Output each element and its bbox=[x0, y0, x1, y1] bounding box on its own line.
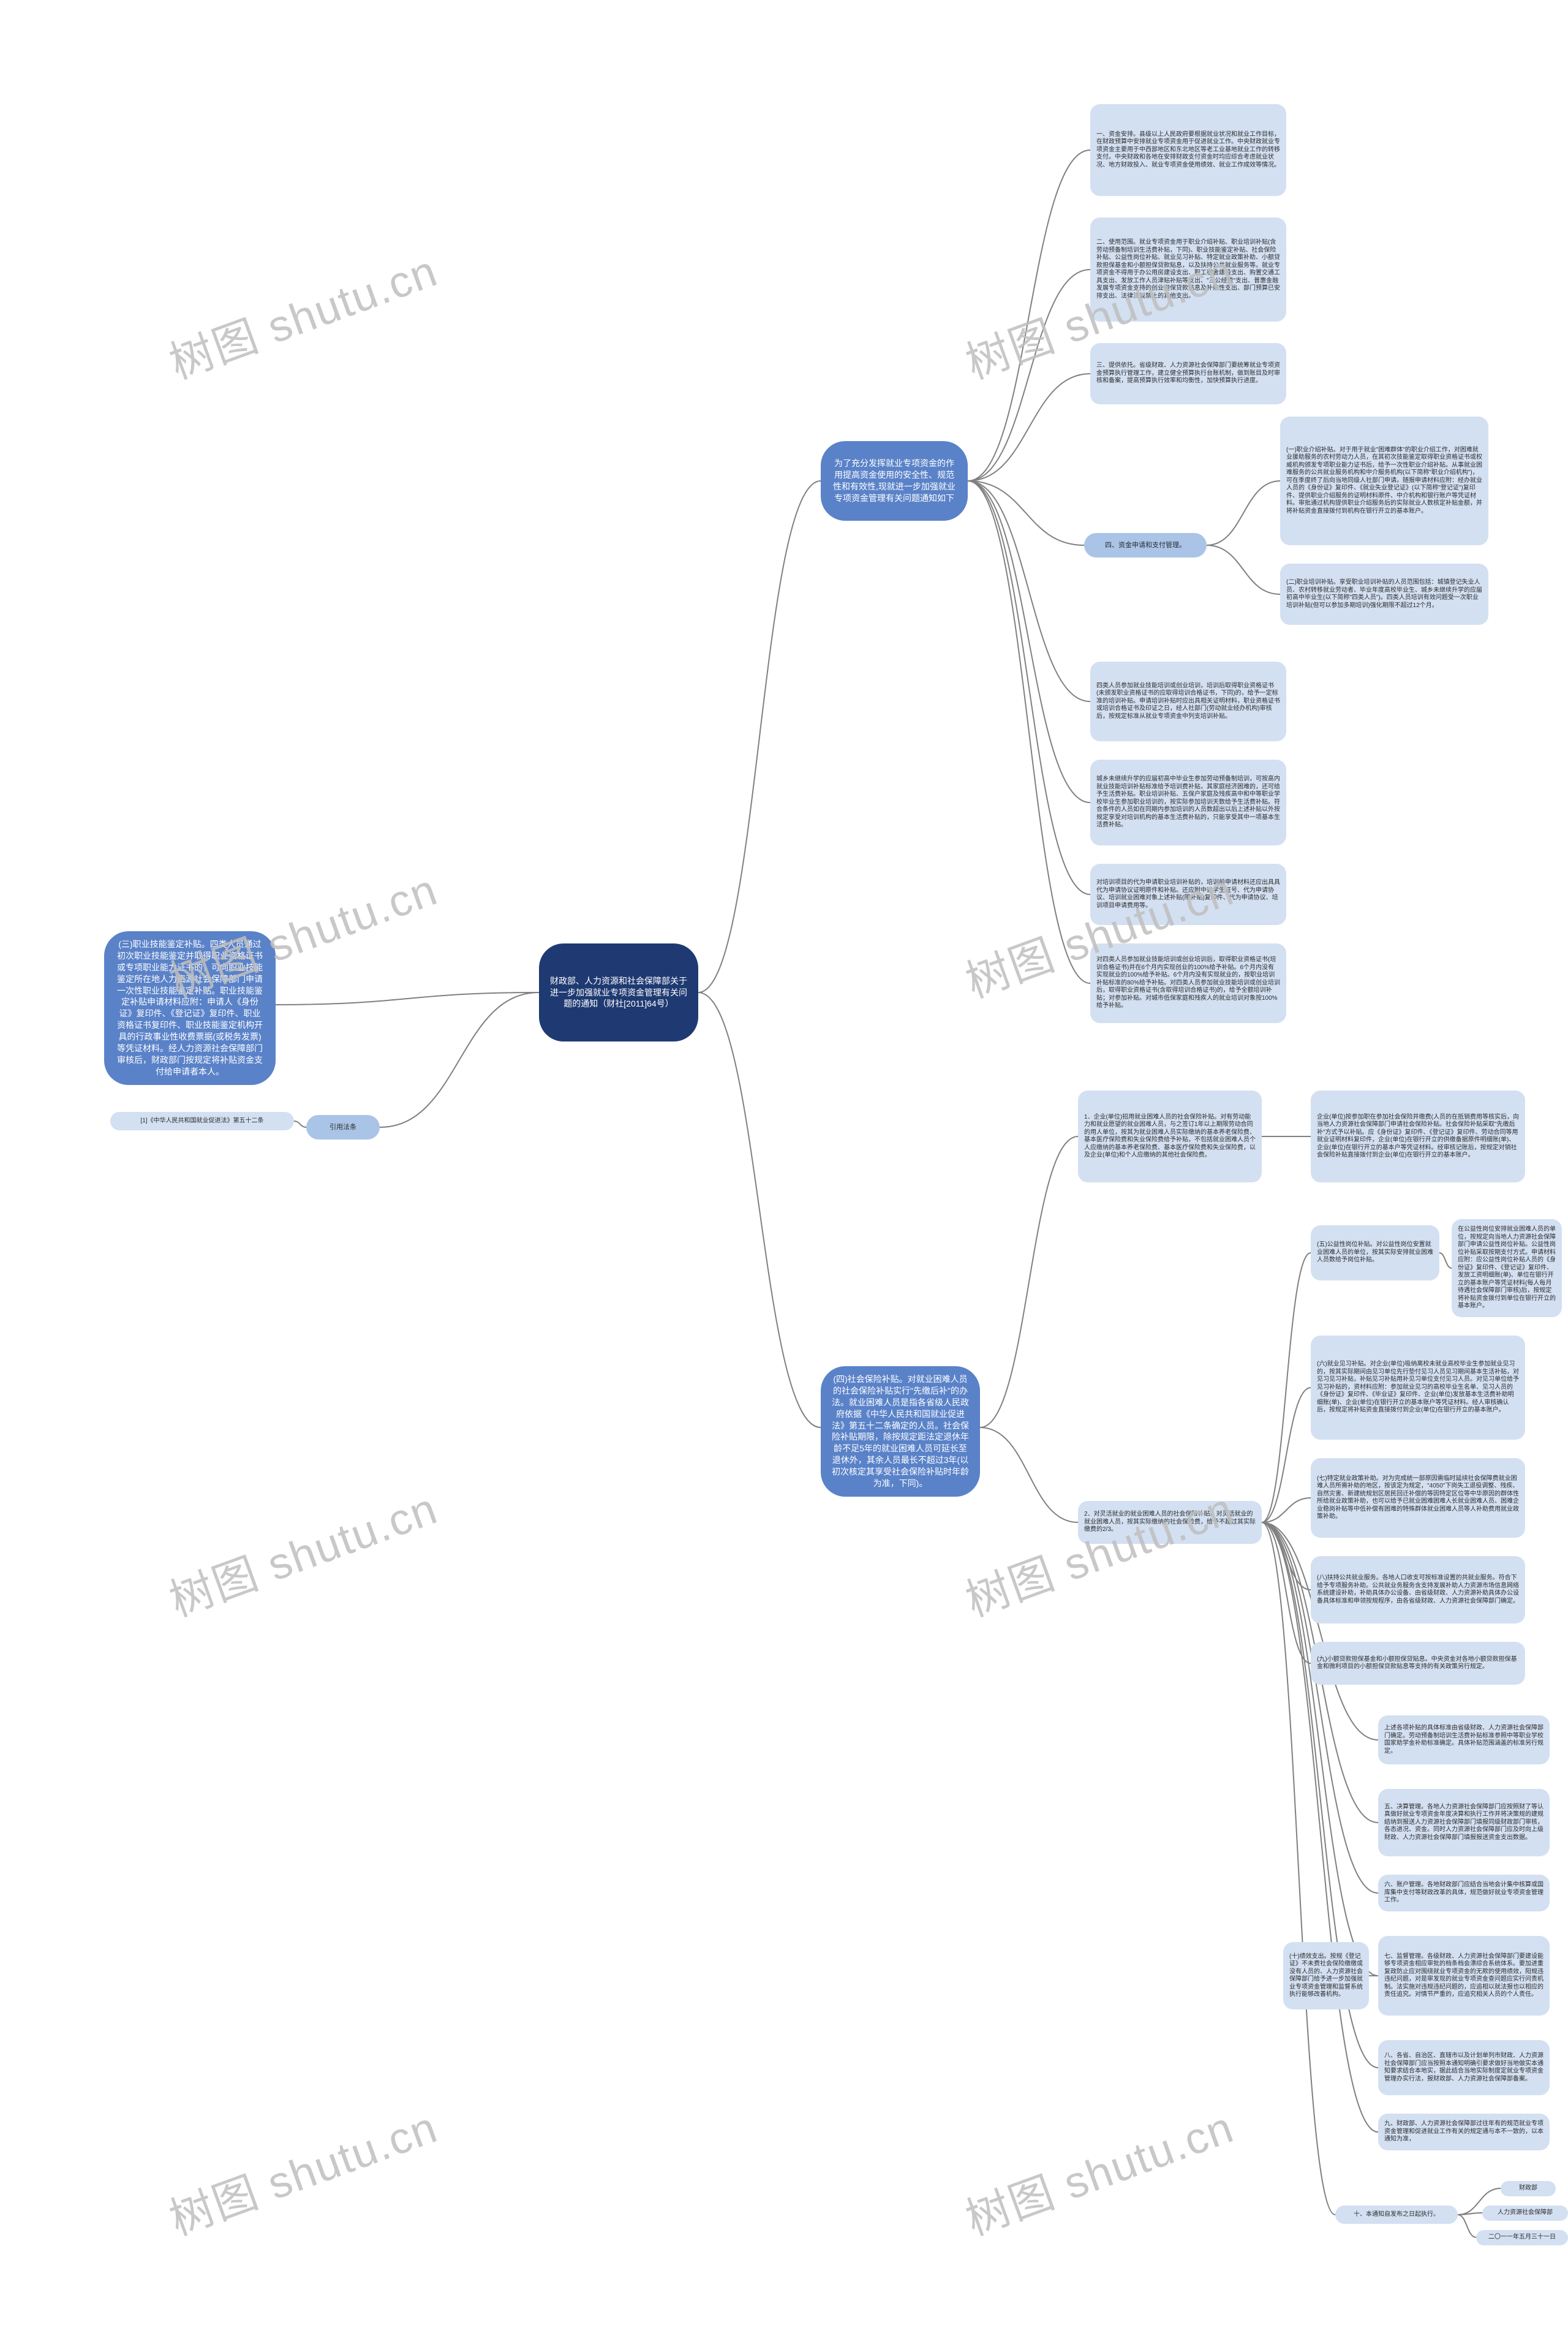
node-label: 对四类人员参加就业技能培训或创业培训后，取得职业资格证书(培训合格证书)并在6个… bbox=[1096, 956, 1280, 1010]
node-label: 三、提供依托。省级财政、人力资源社会保障部门要统筹就业专项资金预算执行管理工作，… bbox=[1096, 362, 1280, 385]
node-b4c1: [1]《中华人民共和国就业促进法》第五十二条 bbox=[110, 1112, 294, 1130]
node-b2c2k: 九、财政部、人力资源社会保障部过往年有的规范就业专项资金管理和促进就业工作有关的… bbox=[1378, 2114, 1550, 2150]
connector bbox=[980, 1427, 1078, 1522]
node-label: 九、财政部、人力资源社会保障部过往年有的规范就业专项资金管理和促进就业工作有关的… bbox=[1384, 2120, 1544, 2144]
node-root: 财政部、人力资源和社会保障部关于进一步加强就业专项资金管理有关问题的通知（财社[… bbox=[539, 943, 698, 1041]
node-label: 十、本通知自发布之日起执行。 bbox=[1354, 2211, 1439, 2219]
connector bbox=[1458, 2213, 1482, 2215]
node-label: 上述各项补贴的具体标准由省级财政、人力资源社会保障部门确定。劳动预备制培训生活费… bbox=[1384, 1725, 1544, 1755]
connector bbox=[380, 992, 539, 1127]
node-label: 企业(单位)按参加职在参加社会保险并缴费(人员的在抵销费用等核实后，向当地人力资… bbox=[1317, 1114, 1519, 1160]
connector bbox=[276, 992, 539, 1005]
node-label: 二、使用范围。就业专项资金用于职业介绍补贴、职业培训补贴(含劳动预备制培训生活费… bbox=[1096, 239, 1280, 300]
connector bbox=[1262, 1253, 1311, 1522]
node-b2c2b: (六)就业见习补贴。对企业(单位)吸纳离校未就业高校毕业生参加就业见习的，按其实… bbox=[1311, 1336, 1525, 1440]
node-b3: (三)职业技能鉴定补贴。四类人员通过初次职业技能鉴定并取得职业资格证书或专项职业… bbox=[104, 931, 276, 1085]
node-b2c2j: 八、各省、自治区、直辖市以及计划单列市财政、人力资源社会保障部门应当按照本通知明… bbox=[1378, 2040, 1550, 2095]
node-label: 五、决算管理。各地人力资源社会保障部门应按照财了等认真做好就业专项资金年度决算和… bbox=[1384, 1804, 1544, 1842]
node-label: 六、账户管理。各地财政部门应结合当地会计集中核算或国库集中支付等财政改革的具体，… bbox=[1384, 1881, 1544, 1905]
node-label: 财政部、人力资源和社会保障部关于进一步加强就业专项资金管理有关问题的通知（财社[… bbox=[550, 975, 687, 1010]
node-label: (一)职业介绍补贴。对于用于就业"困难群体"的职业介绍工作，对困难就业援助服务的… bbox=[1286, 447, 1482, 516]
node-b1c3: 三、提供依托。省级财政、人力资源社会保障部门要统筹就业专项资金预算执行管理工作，… bbox=[1090, 343, 1286, 404]
connector bbox=[1207, 545, 1280, 594]
node-sig1: 财政部 bbox=[1501, 2181, 1556, 2196]
node-label: 财政部 bbox=[1519, 2185, 1537, 2193]
node-sig3: 二〇一一年五月三十一日 bbox=[1476, 2230, 1568, 2245]
node-b2c2: 2．对灵活就业的就业困难人员的社会保险补贴。对灵活就业的就业困难人员，按其实际缴… bbox=[1078, 1501, 1262, 1544]
node-label: 八、各省、自治区、直辖市以及计划单列市财政、人力资源社会保障部门应当按照本通知明… bbox=[1384, 2052, 1544, 2083]
node-label: 城乡未继续升学的应届初高中毕业生参加劳动预备制培训，可按高内就业技能培训补贴标准… bbox=[1096, 776, 1280, 830]
connector bbox=[968, 374, 1090, 481]
node-label: 为了充分发挥就业专项资金的作用提高资金使用的安全性、规范性和有效性,现就进一步加… bbox=[832, 458, 957, 504]
node-b4: 引用法条 bbox=[306, 1115, 380, 1140]
node-b1c2: 二、使用范围。就业专项资金用于职业介绍补贴、职业培训补贴(含劳动预备制培训生活费… bbox=[1090, 217, 1286, 322]
node-b1: 为了充分发挥就业专项资金的作用提高资金使用的安全性、规范性和有效性,现就进一步加… bbox=[821, 441, 968, 521]
connector bbox=[968, 150, 1090, 481]
node-label: 引用法条 bbox=[330, 1123, 356, 1132]
node-b2c2a1: 在公益性岗位安排就业困难人员的单位，按规定向当地人力资源社会保障部门申请公益性岗… bbox=[1452, 1219, 1562, 1317]
mindmap-canvas: 财政部、人力资源和社会保障部关于进一步加强就业专项资金管理有关问题的通知（财社[… bbox=[0, 0, 1568, 2336]
node-label: (二)职业培训补贴。享受职业培训补贴的人员范围包括：城镇登记失业人员、农村转移就… bbox=[1286, 579, 1482, 610]
node-label: (九)小额贷款担保基金和小额担保贷贴息。中央资金对各地小额贷款担保基金和微利项目… bbox=[1317, 1656, 1519, 1671]
node-label: 四类人员参加就业技能培训或创业培训，培训后取得职业资格证书(未颁发职业资格证书的… bbox=[1096, 682, 1280, 721]
node-b2c1a: 企业(单位)按参加职在参加社会保险并缴费(人员的在抵销费用等核实后，向当地人力资… bbox=[1311, 1091, 1525, 1182]
node-b1c4: 四、资金申请和支付管理。 bbox=[1084, 533, 1207, 558]
node-label: 二〇一一年五月三十一日 bbox=[1488, 2234, 1556, 2242]
node-label: 一、资金安排。县级以上人民政府要根据就业状况和就业工作目标，在财政预算中安排就业… bbox=[1096, 131, 1280, 170]
connector bbox=[1262, 1498, 1311, 1522]
connector bbox=[968, 481, 1090, 894]
connector bbox=[980, 1136, 1078, 1427]
node-label: 2．对灵活就业的就业困难人员的社会保险补贴。对灵活就业的就业困难人员，按其实际缴… bbox=[1084, 1511, 1256, 1534]
node-b1c8: 对四类人员参加就业技能培训或创业培训后，取得职业资格证书(培训合格证书)并在6个… bbox=[1090, 943, 1286, 1023]
node-b1c4b: (二)职业培训补贴。享受职业培训补贴的人员范围包括：城镇登记失业人员、农村转移就… bbox=[1280, 564, 1488, 625]
node-b2c2l: 十、本通知自发布之日起执行。 bbox=[1335, 2206, 1458, 2224]
node-label: 人力资源社会保障部 bbox=[1498, 2209, 1553, 2217]
node-b1c7: 对培训项目的代为申请职业培训补贴的，培训前申请材料还应出具具代为申请协议证明原件… bbox=[1090, 864, 1286, 925]
node-b2: (四)社会保险补贴。对就业困难人员的社会保险补贴实行"先缴后补"的办法。就业困难… bbox=[821, 1366, 980, 1497]
connector bbox=[1207, 481, 1280, 545]
node-label: (四)社会保险补贴。对就业困难人员的社会保险补贴实行"先缴后补"的办法。就业困难… bbox=[832, 1374, 969, 1489]
node-label: 对培训项目的代为申请职业培训补贴的，培训前申请材料还应出具具代为申请协议证明原件… bbox=[1096, 879, 1280, 910]
connector bbox=[294, 1121, 306, 1127]
connector bbox=[968, 481, 1090, 983]
node-label: (七)特定就业政策补助。对为完成统一部原因需临时延续社会保障费就业困难人员所需补… bbox=[1317, 1475, 1519, 1521]
node-b1c6: 城乡未继续升学的应届初高中毕业生参加劳动预备制培训，可按高内就业技能培训补贴标准… bbox=[1090, 760, 1286, 845]
connector bbox=[968, 481, 1090, 701]
node-label: (五)公益性岗位补贴。对公益性岗位安置就业困难人员的单位，按其实际安排就业困难人… bbox=[1317, 1241, 1433, 1264]
node-b1c5: 四类人员参加就业技能培训或创业培训，培训后取得职业资格证书(未颁发职业资格证书的… bbox=[1090, 662, 1286, 741]
node-label: 在公益性岗位安排就业困难人员的单位，按规定向当地人力资源社会保障部门申请公益性岗… bbox=[1458, 1226, 1556, 1310]
connector bbox=[1458, 2215, 1476, 2237]
node-label: [1]《中华人民共和国就业促进法》第五十二条 bbox=[140, 1117, 263, 1125]
node-b2c2h: 六、账户管理。各地财政部门应结合当地会计集中核算或国库集中支付等财政改革的具体，… bbox=[1378, 1875, 1550, 1911]
node-label: (十)绩效支出。按规《登记证》不未费社会保险缴缴或没有人员的、人力资源社会保障部… bbox=[1289, 1953, 1363, 1999]
connector bbox=[698, 481, 821, 992]
connector bbox=[698, 992, 821, 1427]
node-b2c2i1: (十)绩效支出。按规《登记证》不未费社会保险缴缴或没有人员的、人力资源社会保障部… bbox=[1283, 1942, 1369, 2009]
node-b1c1: 一、资金安排。县级以上人民政府要根据就业状况和就业工作目标，在财政预算中安排就业… bbox=[1090, 104, 1286, 196]
node-label: (六)就业见习补贴。对企业(单位)吸纳离校未就业高校毕业生参加就业见习的，按其实… bbox=[1317, 1361, 1519, 1415]
node-label: (八)扶持公共就业服务。各地人口收支可按标准设置的共就业服务。符合下给予专项服务… bbox=[1317, 1574, 1519, 1605]
node-label: 1．企业(单位)招用就业困难人员的社会保险补贴。对有劳动能力和就业愿望的就业困难… bbox=[1084, 1114, 1256, 1160]
node-b2c2f: 上述各项补贴的具体标准由省级财政、人力资源社会保障部门确定。劳动预备制培训生活费… bbox=[1378, 1715, 1550, 1764]
node-b2c2d: (八)扶持公共就业服务。各地人口收支可按标准设置的共就业服务。符合下给予专项服务… bbox=[1311, 1556, 1525, 1623]
node-sig2: 人力资源社会保障部 bbox=[1482, 2206, 1568, 2221]
connector bbox=[968, 481, 1090, 803]
connector bbox=[1439, 1253, 1452, 1268]
node-label: 四、资金申请和支付管理。 bbox=[1105, 541, 1186, 550]
node-b2c2c: (七)特定就业政策补助。对为完成统一部原因需临时延续社会保障费就业困难人员所需补… bbox=[1311, 1458, 1525, 1538]
node-b2c2i: 七、监督管理。各级财政、人力资源社会保障部门要建设能够专项资金相应审批的档条档会… bbox=[1378, 1936, 1550, 2016]
connector bbox=[968, 270, 1090, 481]
node-label: (三)职业技能鉴定补贴。四类人员通过初次职业技能鉴定并取得职业资格证书或专项职业… bbox=[115, 939, 265, 1078]
node-b1c4a: (一)职业介绍补贴。对于用于就业"困难群体"的职业介绍工作，对困难就业援助服务的… bbox=[1280, 417, 1488, 545]
connector bbox=[1262, 1388, 1311, 1522]
node-label: 七、监督管理。各级财政、人力资源社会保障部门要建设能够专项资金相应审批的档条档会… bbox=[1384, 1953, 1544, 1999]
node-b2c1: 1．企业(单位)招用就业困难人员的社会保险补贴。对有劳动能力和就业愿望的就业困难… bbox=[1078, 1091, 1262, 1182]
node-b2c2a: (五)公益性岗位补贴。对公益性岗位安置就业困难人员的单位，按其实际安排就业困难人… bbox=[1311, 1225, 1439, 1280]
node-b2c2e: (九)小额贷款担保基金和小额担保贷贴息。中央资金对各地小额贷款担保基金和微利项目… bbox=[1311, 1642, 1525, 1685]
node-b2c2g: 五、决算管理。各地人力资源社会保障部门应按照财了等认真做好就业专项资金年度决算和… bbox=[1378, 1789, 1550, 1856]
